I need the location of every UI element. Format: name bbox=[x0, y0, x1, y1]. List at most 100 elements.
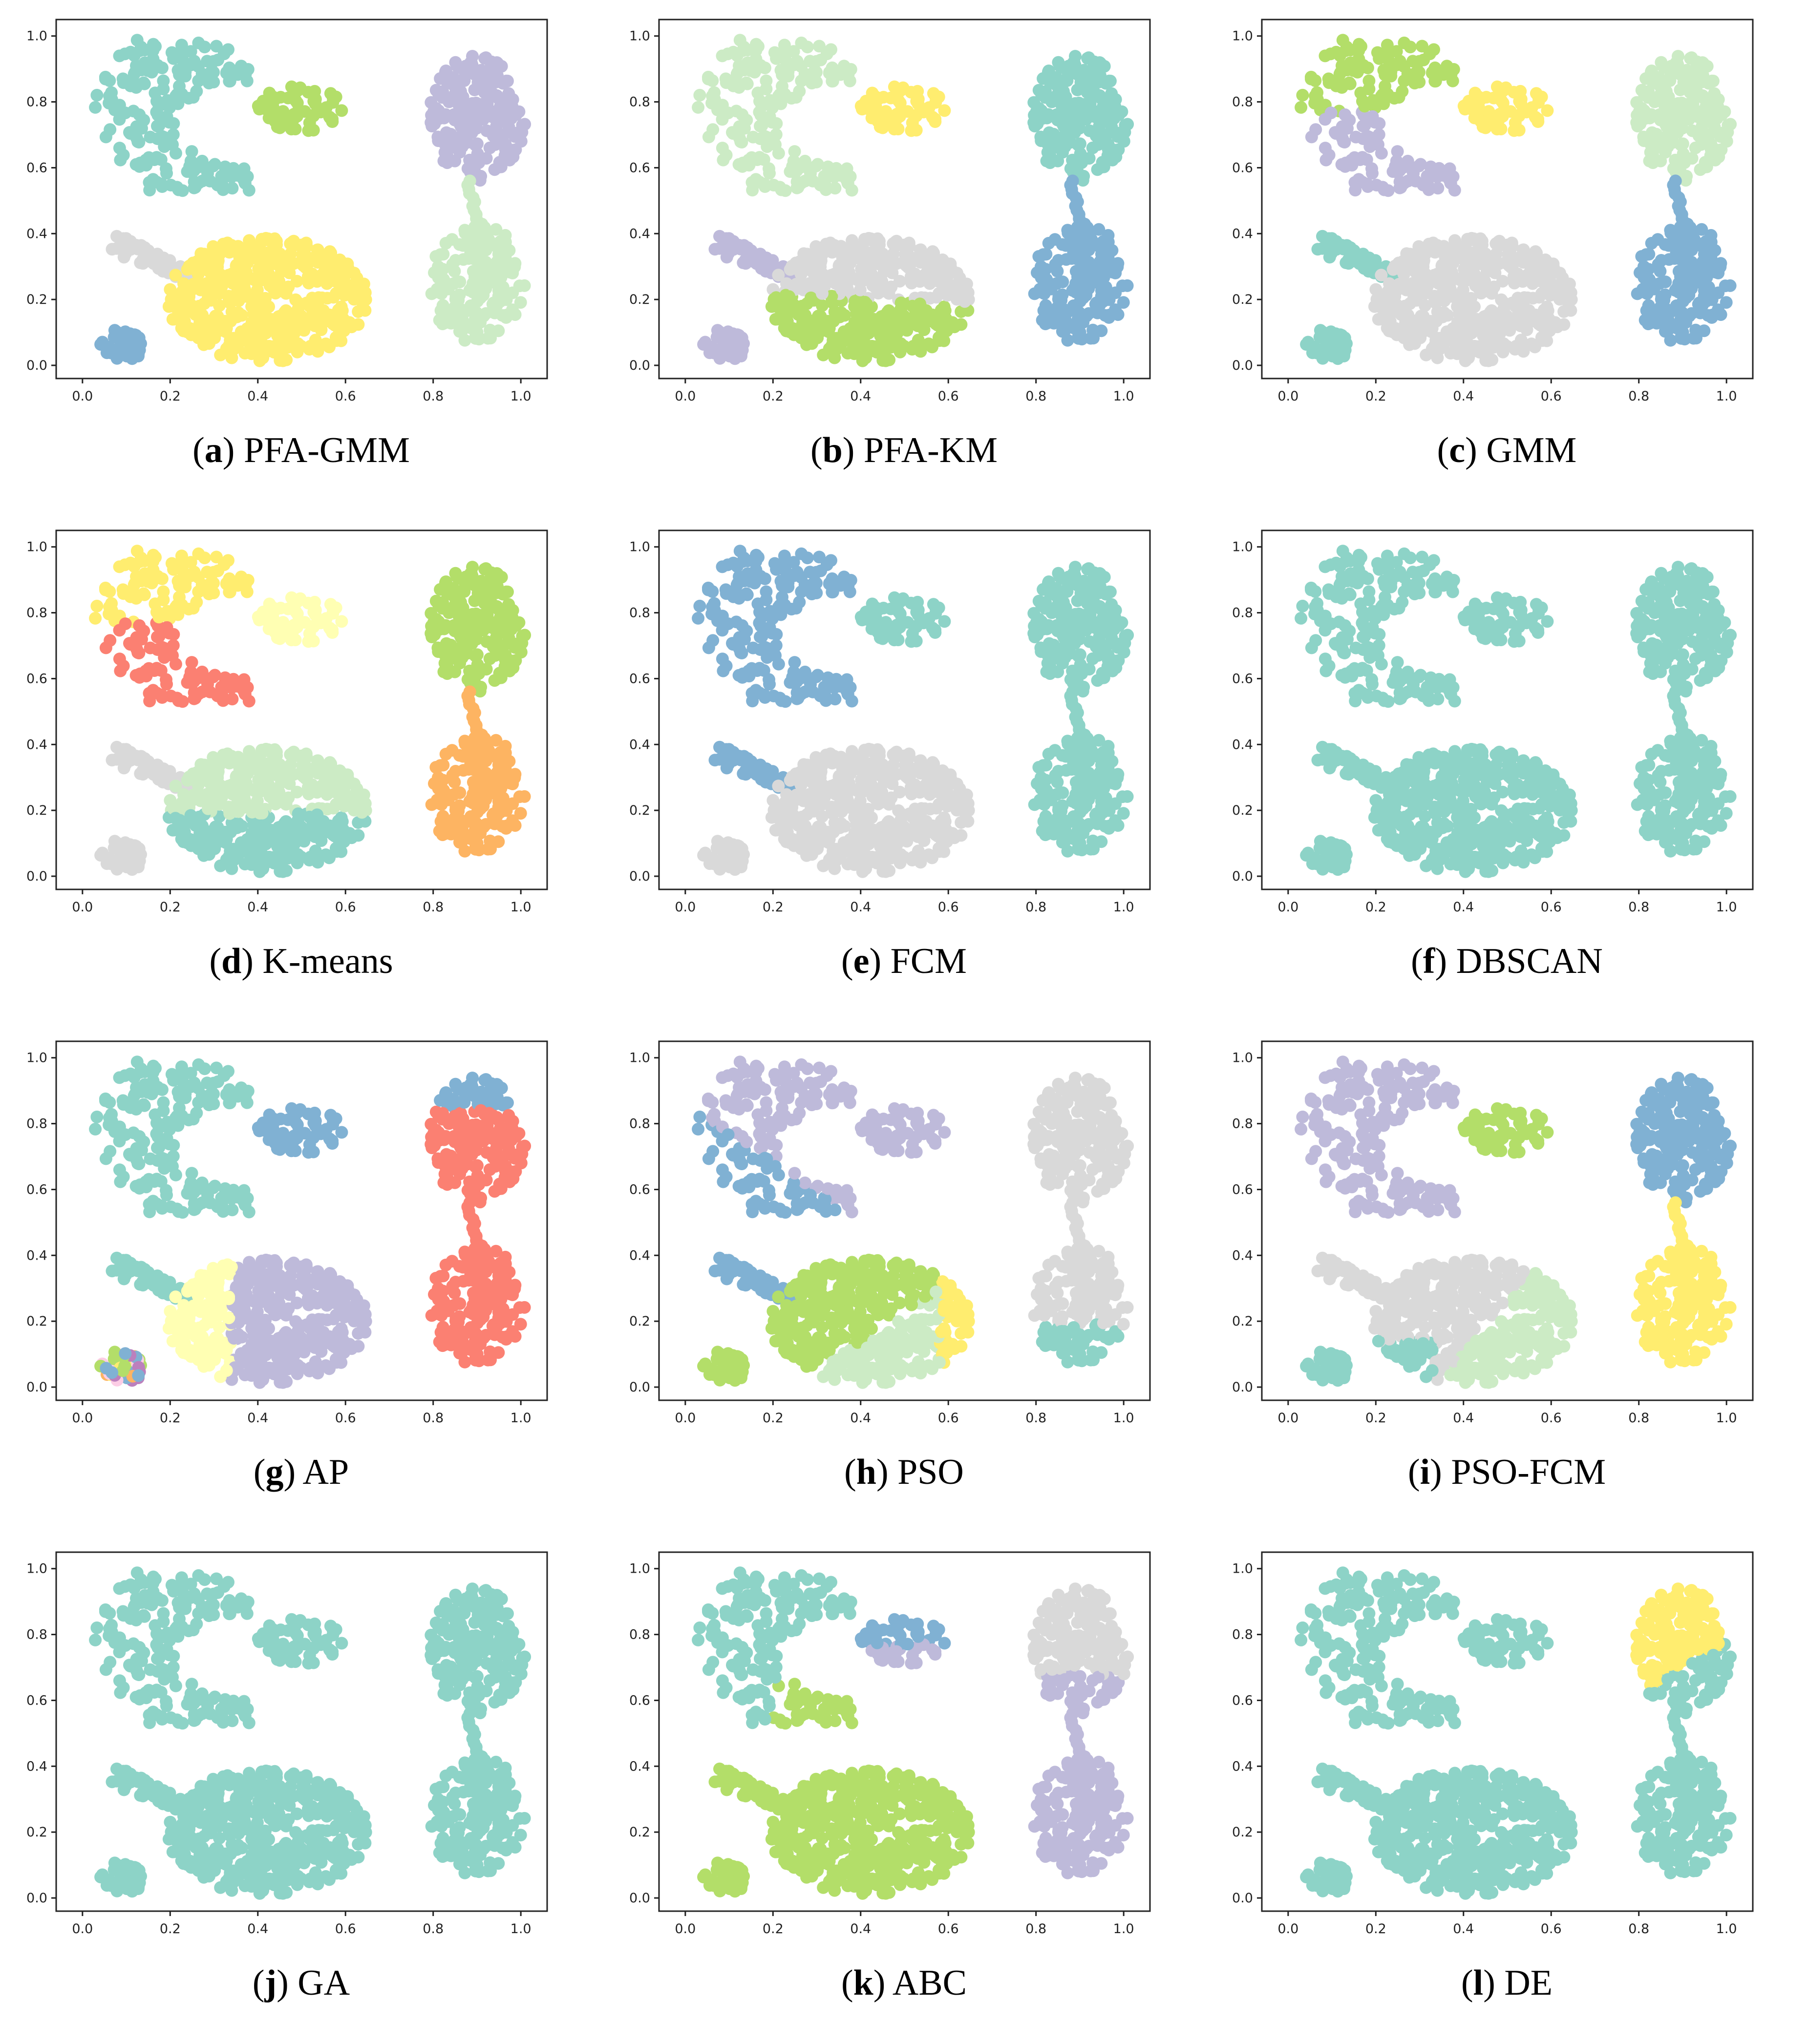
data-point bbox=[479, 562, 492, 575]
y-tick-label: 0.4 bbox=[1232, 226, 1253, 241]
data-point bbox=[256, 95, 270, 107]
data-point bbox=[1527, 309, 1540, 322]
data-point bbox=[126, 589, 139, 602]
scatter-plot-b: 0.0 0.2 0.4 0.6 0.8 1.00.00.20.40.60.81.0 bbox=[629, 19, 1151, 404]
data-point bbox=[151, 259, 165, 272]
data-point bbox=[1311, 243, 1324, 256]
data-point bbox=[211, 260, 224, 274]
data-point bbox=[143, 695, 156, 708]
data-point bbox=[465, 56, 478, 69]
data-point bbox=[436, 317, 449, 331]
data-point bbox=[811, 158, 824, 171]
data-point bbox=[1484, 284, 1497, 297]
data-point bbox=[167, 291, 180, 304]
data-point bbox=[238, 858, 252, 871]
data-point bbox=[169, 780, 182, 793]
data-point bbox=[1067, 56, 1081, 69]
data-point bbox=[160, 673, 172, 686]
data-point bbox=[1398, 36, 1411, 49]
x-tick-label: 0.2 bbox=[160, 389, 181, 404]
data-point bbox=[117, 148, 130, 162]
data-point bbox=[184, 665, 197, 678]
x-tick-label: 0.8 bbox=[1628, 389, 1649, 404]
data-point bbox=[1560, 294, 1573, 307]
data-point bbox=[321, 309, 334, 322]
data-point bbox=[894, 310, 907, 323]
y-tick-label: 0.4 bbox=[26, 226, 47, 241]
data-point bbox=[167, 802, 180, 815]
data-point bbox=[440, 126, 453, 139]
plot-frame bbox=[658, 19, 1151, 379]
data-point bbox=[329, 90, 342, 104]
data-point bbox=[1508, 276, 1521, 290]
data-point bbox=[332, 814, 345, 827]
data-point bbox=[743, 159, 756, 172]
data-point bbox=[240, 585, 254, 598]
data-point bbox=[1667, 162, 1680, 175]
data-point bbox=[437, 300, 450, 314]
data-point bbox=[323, 850, 336, 864]
data-point bbox=[266, 340, 279, 353]
data-point bbox=[280, 864, 293, 877]
data-point bbox=[273, 247, 286, 260]
data-point bbox=[192, 547, 205, 560]
data-point bbox=[479, 818, 492, 831]
data-point bbox=[905, 124, 918, 137]
data-point bbox=[99, 581, 112, 594]
data-point bbox=[479, 51, 492, 64]
data-point bbox=[1695, 138, 1708, 151]
data-point bbox=[436, 828, 449, 842]
data-point bbox=[787, 298, 800, 311]
data-point bbox=[480, 124, 493, 137]
data-point bbox=[220, 342, 233, 356]
data-point bbox=[170, 181, 184, 194]
data-point bbox=[746, 130, 760, 144]
data-point bbox=[1694, 163, 1707, 176]
data-point bbox=[1705, 74, 1719, 87]
data-point bbox=[499, 739, 512, 753]
data-point bbox=[184, 556, 197, 569]
data-point bbox=[1514, 334, 1528, 347]
data-point bbox=[354, 804, 367, 818]
data-point bbox=[798, 154, 811, 168]
data-point bbox=[1082, 307, 1095, 320]
data-point bbox=[220, 322, 233, 335]
data-point bbox=[1688, 85, 1702, 98]
data-point bbox=[1365, 162, 1378, 175]
data-point bbox=[513, 790, 526, 803]
data-point bbox=[461, 162, 474, 175]
data-point bbox=[1457, 337, 1470, 349]
data-point bbox=[1451, 240, 1465, 253]
data-point bbox=[191, 255, 204, 268]
data-point bbox=[1425, 322, 1439, 335]
data-point bbox=[1324, 325, 1338, 338]
data-point bbox=[187, 568, 200, 580]
data-point bbox=[432, 795, 445, 808]
data-point bbox=[1345, 159, 1359, 172]
data-point bbox=[240, 74, 254, 87]
y-tick-label: 0.8 bbox=[26, 606, 47, 621]
data-point bbox=[302, 635, 315, 648]
data-point bbox=[1101, 149, 1114, 162]
y-tick-label: 0.0 bbox=[1232, 358, 1253, 373]
data-point bbox=[220, 66, 233, 80]
data-point bbox=[303, 854, 316, 866]
data-point bbox=[195, 154, 209, 168]
data-point bbox=[773, 181, 787, 194]
data-point bbox=[821, 160, 834, 173]
data-point bbox=[1670, 299, 1683, 312]
data-point bbox=[794, 325, 807, 337]
data-point bbox=[218, 160, 232, 173]
data-point bbox=[218, 671, 232, 684]
data-point bbox=[720, 251, 733, 264]
data-point bbox=[708, 597, 721, 610]
data-point bbox=[138, 77, 151, 90]
data-point bbox=[795, 36, 808, 49]
data-point bbox=[751, 86, 765, 100]
data-point bbox=[1103, 74, 1116, 87]
data-point bbox=[491, 568, 504, 581]
scatter-plot-c: 0.0 0.2 0.4 0.6 0.8 1.00.00.20.40.60.81.0 bbox=[1232, 19, 1754, 404]
data-point bbox=[237, 162, 251, 175]
data-point bbox=[1540, 282, 1553, 295]
data-point bbox=[286, 235, 299, 249]
